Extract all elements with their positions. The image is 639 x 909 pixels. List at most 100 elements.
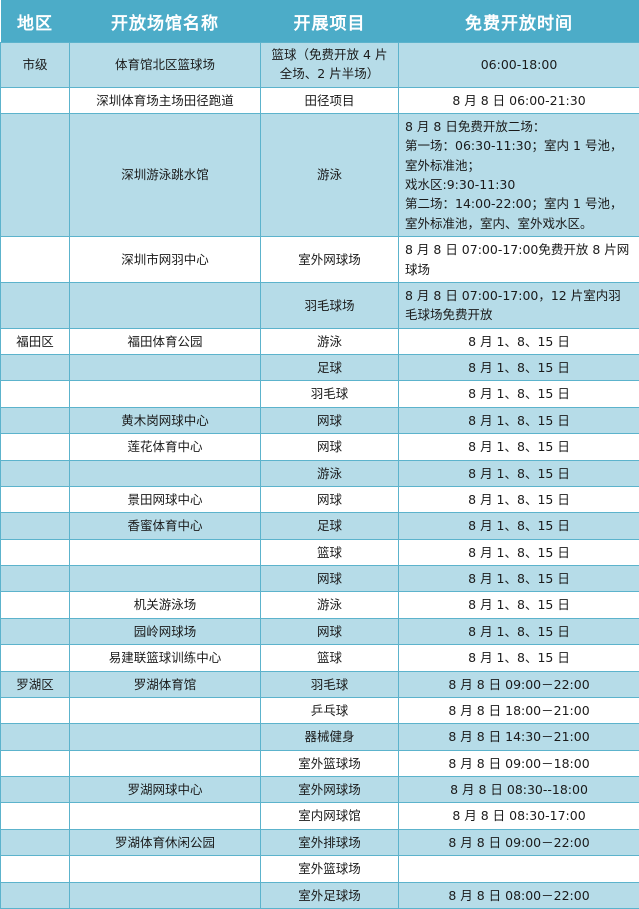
cell-hours: 8 月 1、8、15 日 [399,618,639,644]
cell-program: 足球 [261,513,399,539]
cell-district [1,618,70,644]
cell-venue [70,750,261,776]
cell-venue: 易建联篮球训练中心 [70,645,261,671]
cell-program: 网球 [261,486,399,512]
cell-district: 市级 [1,43,70,88]
cell-program: 游泳 [261,328,399,354]
cell-venue: 园岭网球场 [70,618,261,644]
cell-venue [70,539,261,565]
cell-venue: 深圳体育场主场田径跑道 [70,87,261,113]
cell-venue: 香蜜体育中心 [70,513,261,539]
header-row: 地区 开放场馆名称 开展项目 免费开放时间 [1,0,639,43]
cell-hours: 8 月 8 日 08:00－22:00 [399,882,639,908]
cell-venue [70,724,261,750]
cell-program: 室内网球馆 [261,803,399,829]
cell-program: 篮球 [261,645,399,671]
cell-district [1,87,70,113]
cell-program: 羽毛球 [261,381,399,407]
cell-hours: 8 月 1、8、15 日 [399,355,639,381]
cell-hours: 8 月 1、8、15 日 [399,460,639,486]
cell-hours: 8 月 1、8、15 日 [399,592,639,618]
cell-district [1,829,70,855]
cell-program: 足球 [261,355,399,381]
cell-program: 室外网球场 [261,237,399,283]
cell-program: 羽毛球 [261,671,399,697]
cell-district [1,803,70,829]
cell-district [1,434,70,460]
cell-district: 罗湖区 [1,671,70,697]
cell-venue [70,803,261,829]
cell-venue: 黄木岗网球中心 [70,407,261,433]
cell-district [1,355,70,381]
cell-district [1,882,70,908]
cell-hours: 8 月 1、8、15 日 [399,566,639,592]
table-body: 市级体育馆北区篮球场篮球（免费开放 4 片全场、2 片半场）06:00-18:0… [1,43,639,909]
column-header-hours: 免费开放时间 [399,0,639,43]
cell-venue: 罗湖网球中心 [70,777,261,803]
cell-district [1,113,70,236]
cell-venue [70,697,261,723]
cell-hours: 8 月 8 日 08:30-17:00 [399,803,639,829]
cell-venue [70,460,261,486]
cell-district [1,724,70,750]
cell-district [1,539,70,565]
cell-venue: 罗湖体育休闲公园 [70,829,261,855]
cell-district: 福田区 [1,328,70,354]
cell-program: 游泳 [261,113,399,236]
cell-program: 网球 [261,566,399,592]
cell-district [1,460,70,486]
cell-venue: 机关游泳场 [70,592,261,618]
cell-district [1,777,70,803]
cell-hours: 8 月 8 日 06:00-21:30 [399,87,639,113]
cell-venue: 体育馆北区篮球场 [70,43,261,88]
cell-district [1,566,70,592]
cell-district [1,282,70,328]
cell-venue [70,882,261,908]
cell-program: 室外网球场 [261,777,399,803]
column-header-district: 地区 [1,0,70,43]
cell-district [1,381,70,407]
cell-venue: 深圳游泳跳水馆 [70,113,261,236]
cell-venue: 莲花体育中心 [70,434,261,460]
cell-program: 篮球（免费开放 4 片全场、2 片半场） [261,43,399,88]
cell-hours: 8 月 8 日 09:00－22:00 [399,671,639,697]
cell-program: 器械健身 [261,724,399,750]
cell-program: 网球 [261,618,399,644]
cell-hours: 8 月 8 日 07:00-17:00免费开放 8 片网球场 [399,237,639,283]
cell-program: 室外排球场 [261,829,399,855]
table-header: 地区 开放场馆名称 开展项目 免费开放时间 [1,0,639,43]
cell-district [1,697,70,723]
cell-venue [70,282,261,328]
cell-venue [70,856,261,882]
cell-hours: 06:00-18:00 [399,43,639,88]
column-header-program: 开展项目 [261,0,399,43]
cell-hours: 8 月 8 日免费开放二场：第一场：06:30-11:30；室内 1 号池，室外… [399,113,639,236]
cell-hours: 8 月 8 日 07:00-17:00，12 片室内羽毛球场免费开放 [399,282,639,328]
cell-hours: 8 月 8 日 09:00－22:00 [399,829,639,855]
cell-hours: 8 月 1、8、15 日 [399,434,639,460]
cell-program: 室外篮球场 [261,750,399,776]
cell-hours: 8 月 1、8、15 日 [399,381,639,407]
cell-hours: 8 月 8 日 18:00－21:00 [399,697,639,723]
cell-program: 室外篮球场 [261,856,399,882]
